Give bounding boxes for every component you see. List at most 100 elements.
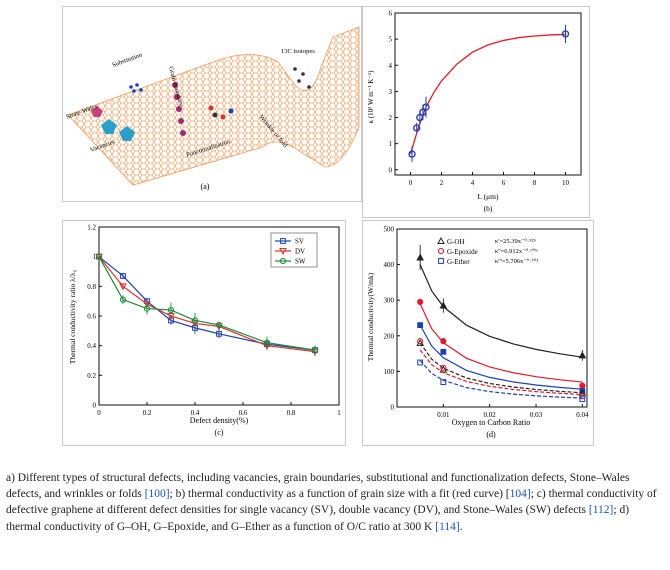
d-data-point: [416, 253, 425, 261]
graphene-defects-schematic: Substitution Stone-Wales Vacancies Grain…: [65, 26, 360, 191]
c-legend-label: SV: [295, 238, 304, 246]
c-point-dv: [119, 283, 127, 291]
d-data-point: [579, 396, 586, 403]
c-legend-marker: [279, 248, 287, 256]
d-ytick-label: 200: [384, 332, 395, 340]
b-ytick-label: 0: [389, 166, 393, 174]
c-point-sw: [167, 306, 175, 314]
vacancy-marks: [101, 119, 135, 141]
fit-eq-3: κ'''=5.706x⁻⁰·⁷⁰¹: [495, 258, 538, 265]
b-ytick-label: 5: [389, 36, 393, 44]
d-data-point: [440, 338, 447, 345]
c-xtick-label: 0.6: [239, 409, 248, 417]
caption-text-3: ; c) thermal conductivity of defective g…: [6, 488, 657, 517]
c-point-sw: [191, 317, 199, 324]
d-data-point: [416, 338, 425, 346]
d-fit-line: [419, 303, 583, 383]
c-ytick-label: 0.6: [87, 313, 96, 321]
d-data-point: [579, 382, 586, 389]
panel-c-ylabel: Thermal conductivity ratio λ/λ₀: [68, 270, 77, 365]
panel-c-frame: Thermal conductivity ratio λ/λ₀ Defect d…: [62, 220, 346, 446]
d-xtick-label: 0.04: [576, 411, 589, 419]
panel-d-frame: Thermal conductivity(W/mk) Oxygen to Car…: [362, 220, 594, 446]
graphene-sheet: [67, 26, 360, 186]
d-data-point: [417, 359, 424, 366]
c-legend-label: DV: [295, 248, 305, 256]
panel-a-frame: Substitution Stone-Wales Vacancies Grain…: [62, 6, 362, 202]
b-data-point: [408, 150, 416, 158]
d-legend-marker: [437, 236, 445, 244]
b-ytick-label: 6: [389, 10, 393, 18]
b-data-point: [413, 124, 421, 132]
d-ytick-label: 0: [391, 404, 395, 412]
d-data-point: [440, 364, 447, 371]
c-ytick-label: 1: [93, 253, 97, 261]
oc-ratio-chart: Thermal conductivity(W/mk) Oxygen to Car…: [366, 226, 589, 440]
c-xtick-label: 0.8: [287, 409, 296, 417]
b-ytick-label: 3: [389, 88, 393, 96]
c-series-line-sw: [98, 256, 316, 351]
c-ytick-label: 0.2: [87, 372, 96, 380]
b-data-point: [561, 30, 570, 38]
caption-ref-104[interactable]: 104]: [509, 488, 531, 501]
c-xtick-label: 0.2: [143, 409, 152, 417]
caption-ref-114[interactable]: [114]: [435, 520, 460, 533]
substitution-marks: [129, 83, 143, 93]
d-fit-line: [419, 264, 583, 358]
b-xtick-label: 8: [533, 179, 537, 187]
c-legend-label: SW: [295, 258, 306, 266]
panel-b-ylabel: κ (10³ W m⁻¹ K⁻¹): [367, 70, 375, 124]
c-point-dv: [143, 301, 151, 309]
c-point-sw: [263, 339, 271, 346]
caption-text-1: a) Different types of structural defects…: [6, 472, 630, 501]
panel-a-label: (a): [201, 182, 210, 191]
d-fit-line: [419, 349, 583, 396]
d-legend-marker: [437, 247, 445, 255]
c-point-sw: [311, 347, 319, 354]
b-xtick-label: 4: [471, 179, 475, 187]
panel-d-label: (d): [486, 430, 496, 439]
c-point-sw: [119, 296, 127, 303]
panel-b-label: (b): [484, 204, 493, 213]
c-point-sw: [215, 321, 223, 329]
c-point-sw: [143, 305, 151, 312]
b-xtick-label: 2: [440, 179, 444, 187]
c-point-sv: [216, 330, 222, 337]
c-ytick-label: 1.2: [87, 224, 96, 232]
d-data-point: [578, 388, 587, 396]
defect-density-chart: Thermal conductivity ratio λ/λ₀ Defect d…: [68, 224, 341, 438]
grain-size-chart: κ (10³ W m⁻¹ K⁻¹) L (μm) (b) 0 2 4 6 8 10 0 1 2 3…: [367, 10, 582, 213]
b-xtick-label: 10: [562, 179, 570, 187]
c-ytick-label: 0: [93, 402, 97, 410]
c-legend-marker: [279, 257, 287, 265]
b-xtick-label: 0: [409, 179, 413, 187]
c-point-sw: [95, 253, 103, 260]
d-data-point: [440, 348, 447, 355]
c-series-line-dv: [98, 256, 316, 353]
panel-d-ylabel: Thermal conductivity(W/mk): [366, 272, 375, 361]
d-fit-line: [419, 324, 583, 390]
d-data-point: [439, 301, 448, 309]
d-legend-label: G-Ether: [447, 258, 470, 266]
d-xtick-label: 0.03: [530, 411, 543, 419]
d-legend-label: G-OH: [447, 238, 465, 246]
caption-ref-100[interactable]: [100]: [144, 488, 170, 501]
caption-ref-112[interactable]: [112]: [588, 504, 614, 517]
b-data-point: [422, 103, 430, 111]
b-xtick-label: 6: [502, 179, 506, 187]
c-ytick-label: 0.4: [87, 342, 96, 350]
d-data-point: [578, 351, 587, 359]
fit-eq-1: κ'=25.39x⁻⁰·⁵²⁹: [495, 238, 536, 245]
c-point-sv: [120, 273, 126, 279]
fit-eq-2: κ''=6.912x⁻⁰·⁷⁰⁹: [495, 248, 538, 255]
b-fit-curve: [409, 33, 566, 155]
functional-group-marks: [208, 105, 234, 120]
plot-d-axes: [396, 228, 588, 408]
c-legend-box: [270, 232, 318, 268]
d-fit-line: [419, 360, 583, 399]
panel-c-xlabel: Defect density(%): [190, 416, 249, 425]
panel-d-xlabel: Oxygen to Carbon Ratio: [452, 418, 530, 427]
d-data-point: [440, 379, 447, 385]
b-ytick-label: 4: [389, 62, 393, 70]
c-xtick-label: 0: [97, 409, 101, 417]
